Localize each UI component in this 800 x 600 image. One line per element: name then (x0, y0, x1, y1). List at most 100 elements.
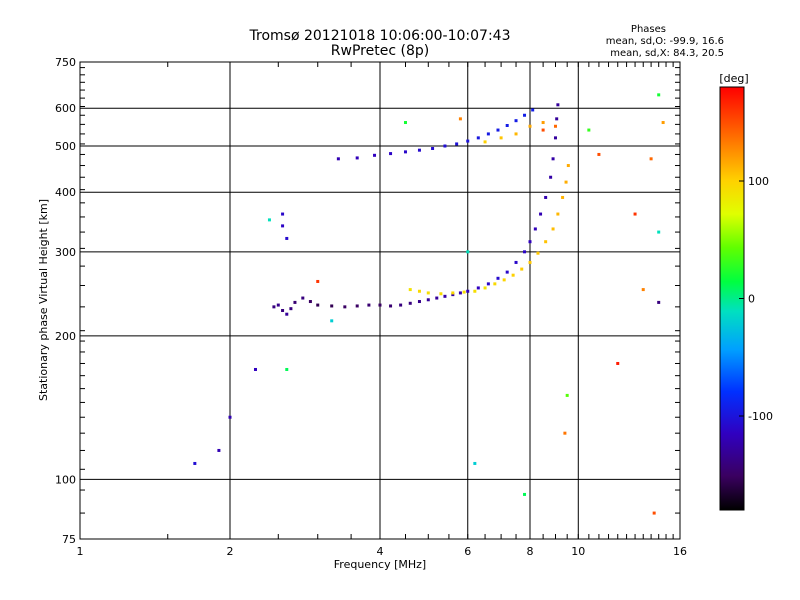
data-point (267, 218, 271, 222)
data-point (301, 296, 305, 300)
data-point (502, 278, 506, 282)
data-point (373, 153, 377, 157)
data-point (408, 301, 412, 305)
data-point (553, 124, 557, 128)
data-point (476, 136, 480, 140)
data-point (541, 128, 545, 132)
data-point (378, 303, 382, 307)
data-point (431, 146, 435, 150)
data-point (417, 289, 421, 293)
data-point (439, 292, 443, 296)
data-point (193, 461, 197, 465)
data-point (403, 121, 407, 125)
data-point (551, 227, 555, 231)
data-point (528, 240, 532, 244)
data-point (587, 128, 591, 132)
data-point (633, 212, 637, 216)
data-point (355, 304, 359, 308)
y-tick-label: 200 (55, 330, 76, 343)
data-point (531, 108, 535, 112)
data-point (565, 393, 569, 397)
data-point (408, 288, 412, 292)
data-point (486, 282, 490, 286)
data-point (556, 212, 560, 216)
plot-grid (80, 62, 680, 539)
phases-heading: Phases (631, 24, 666, 35)
data-point (308, 300, 312, 304)
data-point (528, 260, 532, 264)
data-point (272, 305, 276, 309)
data-point (443, 144, 447, 148)
data-point (355, 156, 359, 160)
data-point (528, 124, 532, 128)
x-tick-label: 16 (673, 545, 687, 558)
data-point (476, 286, 480, 290)
data-point (486, 132, 490, 136)
data-point (649, 157, 653, 161)
chart-title-line1: Tromsø 20121018 10:06:00-10:07:43 (249, 28, 511, 44)
data-point (417, 148, 421, 152)
colorbar-tick-label: 0 (748, 293, 755, 306)
data-point (399, 303, 403, 307)
x-tick-label: 10 (571, 545, 585, 558)
data-point (493, 282, 497, 286)
data-point (556, 103, 560, 107)
data-point (657, 93, 661, 97)
data-point (496, 276, 500, 280)
data-point (536, 251, 540, 255)
data-points (193, 93, 665, 515)
data-point (549, 175, 553, 179)
colorbar-tick-label: 100 (748, 175, 769, 188)
data-point (523, 113, 527, 117)
data-point (330, 304, 334, 308)
data-point (473, 289, 477, 293)
data-point (466, 289, 470, 293)
data-point (523, 492, 527, 496)
data-point (597, 152, 601, 156)
data-point (426, 298, 430, 302)
data-point (499, 136, 503, 140)
data-point (566, 164, 570, 168)
data-point (285, 312, 289, 316)
x-tick-label: 4 (377, 545, 384, 558)
data-point (458, 117, 462, 121)
data-point (316, 279, 320, 283)
colorbar-label: [deg] (719, 72, 748, 85)
data-point (505, 270, 509, 274)
data-point (616, 361, 620, 365)
data-point (523, 250, 527, 254)
data-point (657, 230, 661, 234)
y-tick-label: 75 (62, 533, 76, 546)
data-point (417, 300, 421, 304)
plot-frame (79, 61, 681, 540)
data-point (336, 157, 340, 161)
x-tick-label: 8 (527, 545, 534, 558)
data-point (403, 150, 407, 154)
y-tick-label: 400 (55, 186, 76, 199)
data-point (553, 136, 557, 140)
data-point (217, 448, 221, 452)
colorbar-tick-label: -100 (748, 410, 773, 423)
axis-ticks: 1 2 4 6 8 10 16 75 100 200 300 400 500 600 750 (55, 56, 687, 558)
data-point (293, 300, 297, 304)
data-point (544, 195, 548, 199)
data-point (657, 300, 661, 304)
data-point (561, 195, 565, 199)
data-point (564, 180, 568, 184)
data-point (389, 304, 393, 308)
data-point (555, 117, 559, 121)
y-axis-label: Stationary phase Virtual Height [km] (37, 199, 50, 401)
data-point (458, 291, 462, 295)
y-tick-label: 750 (55, 56, 76, 69)
data-point (443, 294, 447, 298)
y-tick-label: 300 (55, 246, 76, 259)
data-point (661, 121, 665, 125)
data-point (330, 319, 334, 323)
data-point (652, 511, 656, 515)
data-point (551, 157, 555, 161)
data-point (563, 431, 567, 435)
data-point (451, 293, 455, 297)
data-point (228, 415, 232, 419)
data-point (281, 224, 285, 228)
